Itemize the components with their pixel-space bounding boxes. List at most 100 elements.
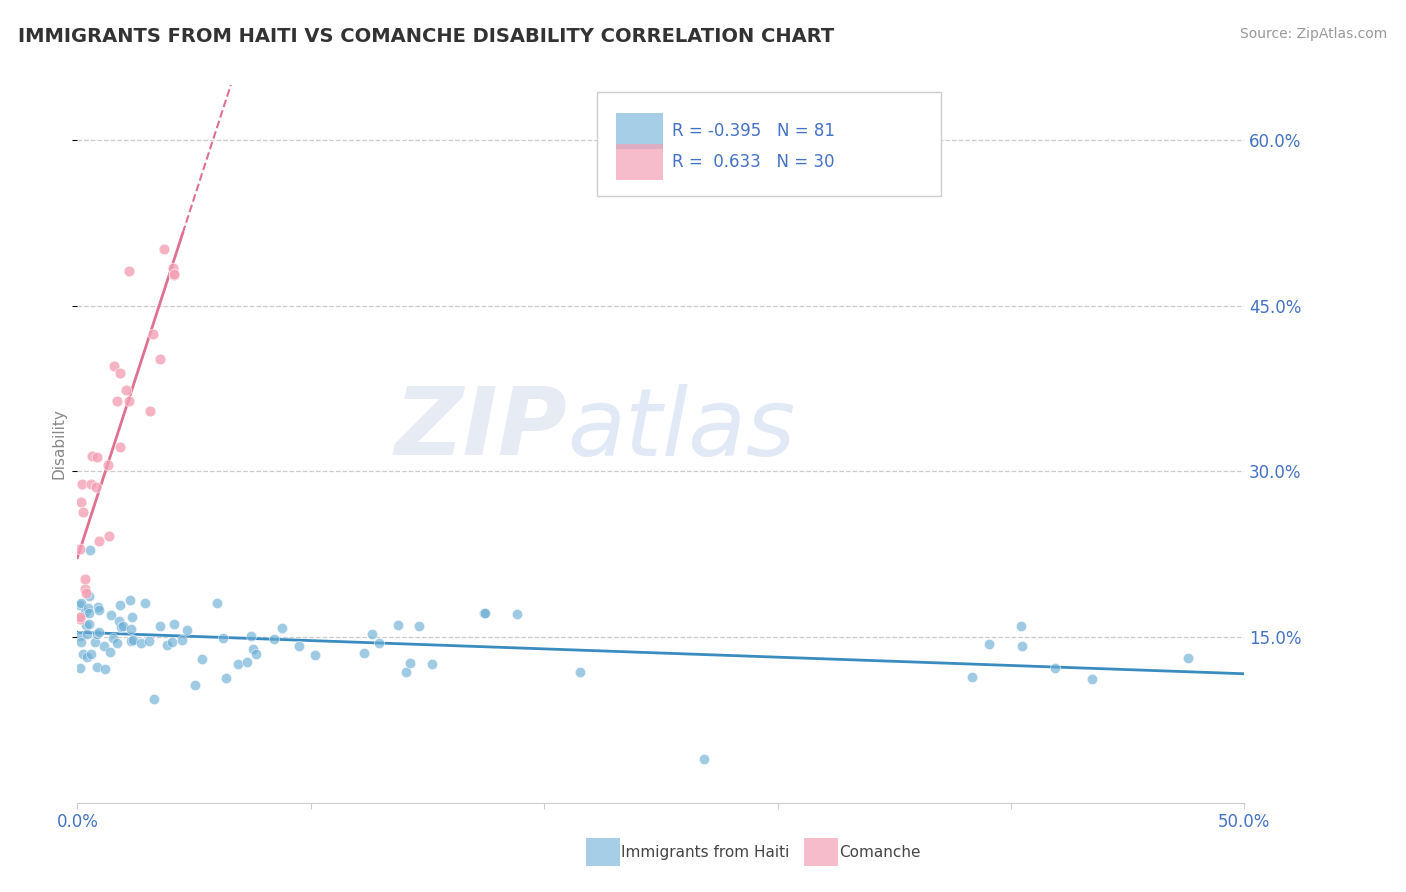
Point — [228, 657, 250, 671]
Point — [399, 656, 422, 670]
Point — [110, 620, 132, 634]
Point — [245, 648, 267, 662]
Point — [977, 637, 1000, 651]
Point — [70, 495, 93, 509]
Point — [108, 440, 131, 454]
Point — [139, 404, 162, 418]
Point — [692, 751, 714, 765]
Point — [73, 605, 96, 619]
Point — [304, 648, 326, 662]
Point — [163, 268, 186, 282]
Point — [93, 662, 115, 676]
Point — [93, 639, 115, 653]
Point — [87, 600, 110, 615]
Point — [80, 476, 103, 491]
Point — [361, 627, 384, 641]
Point — [80, 648, 103, 662]
Point — [170, 632, 193, 647]
Point — [242, 641, 264, 656]
Point — [1045, 661, 1067, 675]
Point — [72, 476, 94, 491]
Point — [121, 632, 143, 647]
Point — [69, 542, 91, 557]
Point — [87, 603, 110, 617]
Point — [89, 533, 111, 548]
Text: IMMIGRANTS FROM HAITI VS COMANCHE DISABILITY CORRELATION CHART: IMMIGRANTS FROM HAITI VS COMANCHE DISABI… — [18, 27, 835, 45]
Point — [72, 647, 94, 661]
FancyBboxPatch shape — [596, 92, 941, 196]
Point — [1081, 672, 1104, 686]
Point — [77, 606, 100, 620]
Point — [138, 634, 160, 648]
Point — [394, 665, 416, 679]
Point — [120, 634, 142, 648]
Text: Immigrants from Haiti: Immigrants from Haiti — [621, 846, 790, 860]
Point — [108, 598, 131, 612]
Point — [134, 596, 156, 610]
Point — [163, 267, 186, 281]
Point — [153, 242, 176, 256]
Point — [1011, 639, 1033, 653]
Point — [129, 636, 152, 650]
Text: R = -0.395   N = 81: R = -0.395 N = 81 — [672, 122, 835, 140]
Point — [474, 606, 496, 620]
Point — [77, 589, 100, 603]
Point — [368, 636, 391, 650]
Y-axis label: Disability: Disability — [52, 409, 66, 479]
Point — [76, 650, 98, 665]
Point — [142, 326, 165, 341]
Point — [77, 616, 100, 631]
Text: R =  0.633   N = 30: R = 0.633 N = 30 — [672, 153, 835, 170]
Point — [105, 636, 128, 650]
Point — [176, 624, 198, 638]
Point — [89, 624, 111, 639]
Point — [86, 660, 108, 674]
Point — [84, 480, 107, 494]
Point — [474, 607, 496, 621]
Point — [183, 678, 205, 692]
Point — [236, 655, 259, 669]
Point — [420, 657, 443, 672]
Text: Comanche: Comanche — [839, 846, 921, 860]
Point — [105, 394, 128, 409]
Point — [79, 543, 101, 558]
Point — [83, 635, 105, 649]
Point — [86, 627, 108, 641]
Point — [163, 617, 186, 632]
Point — [162, 261, 184, 276]
Point — [75, 586, 97, 600]
Point — [408, 618, 430, 632]
Point — [387, 618, 409, 632]
Point — [77, 601, 100, 615]
Point — [110, 366, 132, 380]
Point — [1011, 619, 1033, 633]
Point — [82, 449, 104, 463]
Point — [143, 692, 166, 706]
Point — [207, 596, 229, 610]
Point — [118, 593, 141, 607]
Point — [69, 610, 91, 624]
Point — [96, 458, 118, 472]
Point — [69, 629, 91, 643]
Text: atlas: atlas — [568, 384, 796, 475]
Point — [103, 359, 125, 374]
Point — [288, 640, 311, 654]
Point — [76, 627, 98, 641]
Point — [149, 619, 172, 633]
Point — [505, 607, 527, 622]
Point — [75, 572, 97, 586]
Point — [72, 505, 94, 519]
Point — [270, 621, 292, 635]
Point — [73, 582, 96, 596]
Point — [75, 617, 97, 632]
Point — [160, 635, 183, 649]
Point — [108, 614, 131, 628]
Text: Source: ZipAtlas.com: Source: ZipAtlas.com — [1240, 27, 1388, 41]
Point — [263, 632, 285, 646]
Point — [960, 670, 983, 684]
Point — [98, 529, 121, 543]
Point — [69, 634, 91, 648]
Point — [149, 351, 172, 366]
Point — [569, 665, 592, 679]
Point — [156, 638, 179, 652]
